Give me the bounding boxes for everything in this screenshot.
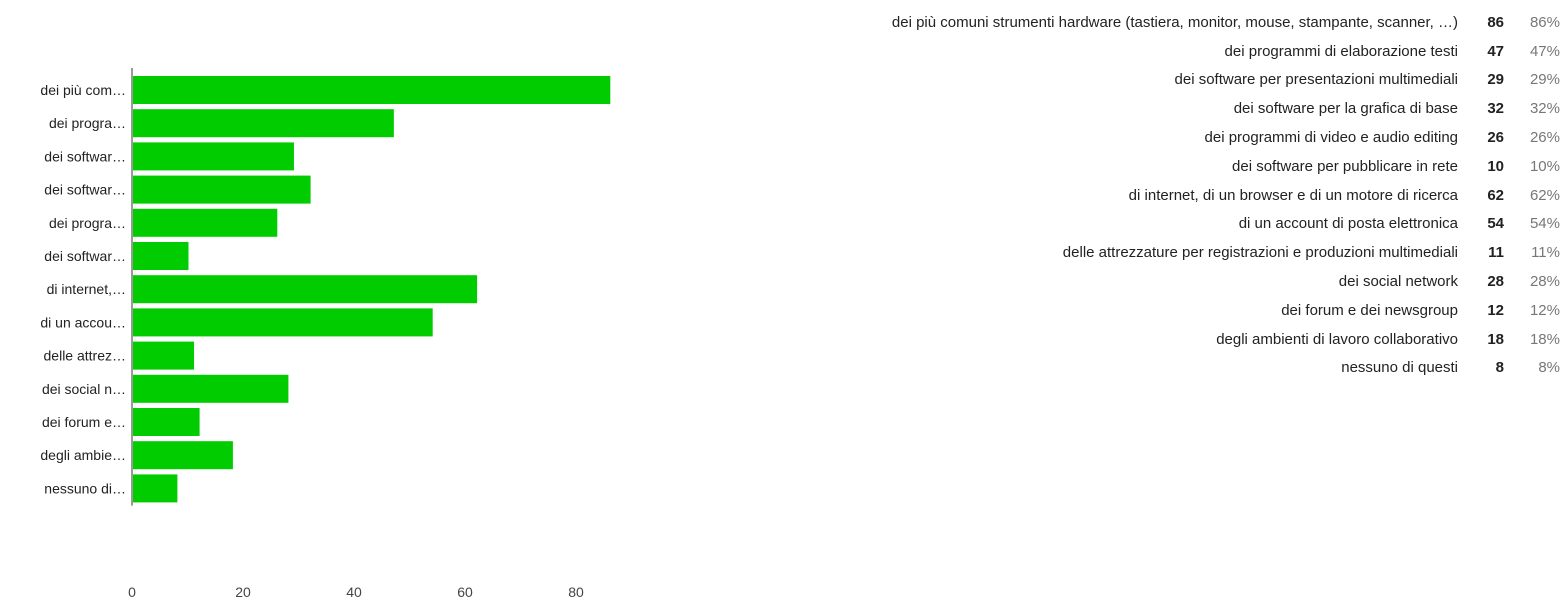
bar [133, 408, 200, 436]
summary-percentage: 18% [1529, 330, 1560, 348]
summary-count: 54 [1487, 215, 1504, 233]
summary-percentage: 28% [1529, 273, 1560, 291]
summary-row: dei più comuni strumenti hardware (tasti… [660, 8, 1560, 37]
summary-percentage: 29% [1529, 71, 1560, 89]
summary-label: dei forum e dei newsgroup [1281, 301, 1458, 319]
summary-label: dei software per pubblicare in rete [1232, 157, 1458, 175]
bar-chart: dei più com… dei progra… dei softwar… dei s… [0, 0, 640, 604]
category-tick-label: nessuno di… [44, 480, 126, 496]
summary-row: dei forum e dei newsgroup 12 12% [660, 296, 1560, 325]
summary-percentage: 54% [1529, 215, 1560, 233]
summary-count: 18 [1487, 330, 1504, 348]
category-tick-label: degli ambie… [40, 447, 126, 463]
summary-count: 12 [1487, 301, 1504, 319]
category-tick-label: dei progra… [49, 215, 126, 231]
summary-row: dei software per la grafica di base 32 32% [660, 94, 1560, 123]
summary-count: 47 [1487, 42, 1504, 60]
bar [133, 441, 233, 470]
summary-count: 86 [1487, 13, 1504, 31]
summary-label: dei software per presentazioni multimedi… [1174, 71, 1458, 89]
summary-table: dei più comuni strumenti hardware (tasti… [660, 8, 1560, 382]
summary-count: 10 [1487, 157, 1504, 175]
summary-row: di un account di posta elettronica 54 54% [660, 210, 1560, 239]
summary-label: delle attrezzature per registrazioni e p… [1062, 244, 1458, 262]
summary-row: nessuno di questi 8 8% [660, 354, 1560, 383]
x-tick-label: 40 [346, 584, 362, 600]
category-tick-label: dei forum e… [42, 414, 126, 430]
bar [133, 341, 195, 370]
summary-row: dei software per pubblicare in rete 10 10% [660, 152, 1560, 181]
bar [133, 474, 178, 503]
bar [133, 175, 311, 204]
category-tick-label: delle attrez… [44, 348, 126, 364]
bar [133, 142, 294, 171]
summary-row: degli ambienti di lavoro collaborativo 18… [660, 325, 1560, 354]
x-tick-label: 20 [235, 584, 251, 600]
category-tick-label: di un accou… [40, 314, 126, 330]
category-tick-label: dei softwar… [44, 182, 126, 198]
bar [133, 308, 433, 337]
summary-row: delle attrezzature per registrazioni e p… [660, 238, 1560, 267]
x-tick-label: 80 [568, 584, 584, 600]
bar [133, 242, 189, 270]
summary-label: dei più comuni strumenti hardware (tasti… [891, 13, 1458, 31]
summary-label: nessuno di questi [1341, 359, 1458, 377]
summary-percentage: 32% [1529, 100, 1560, 118]
summary-percentage: 11% [1531, 244, 1560, 262]
category-tick-label: dei progra… [49, 115, 126, 131]
summary-label: dei software per la grafica di base [1233, 100, 1458, 118]
summary-row: dei software per presentazioni multimedi… [660, 66, 1560, 95]
summary-count: 32 [1487, 100, 1504, 118]
summary-percentage: 86% [1529, 13, 1560, 31]
bar [133, 208, 278, 237]
x-tick-label: 0 [128, 584, 136, 600]
category-tick-label: dei softwar… [44, 248, 126, 264]
bar [133, 275, 478, 304]
summary-count: 28 [1487, 273, 1504, 291]
summary-percentage: 62% [1529, 186, 1560, 204]
summary-count: 29 [1487, 71, 1504, 89]
summary-count: 62 [1487, 186, 1504, 204]
bar-chart-svg: dei più com… dei progra… dei softwar… dei s… [40, 68, 611, 600]
summary-label: dei programmi di video e audio editing [1204, 129, 1458, 147]
summary-label: di internet, di un browser e di un motor… [1128, 186, 1458, 204]
category-tick-label: dei softwar… [44, 148, 126, 164]
summary-label: degli ambienti di lavoro collaborativo [1216, 330, 1458, 348]
category-tick-label: di internet,… [47, 281, 126, 297]
summary-count: 26 [1487, 129, 1504, 147]
x-tick-label: 60 [457, 584, 473, 600]
summary-percentage: 8% [1538, 359, 1560, 377]
summary-row: di internet, di un browser e di un motor… [660, 181, 1560, 210]
summary-label: di un account di posta elettronica [1238, 215, 1458, 233]
category-tick-label: dei più com… [40, 82, 126, 98]
bar [133, 109, 394, 138]
category-tick-label: dei social n… [42, 381, 126, 397]
summary-percentage: 47% [1529, 42, 1560, 60]
bar [133, 76, 611, 104]
summary-percentage: 10% [1529, 157, 1560, 175]
summary-label: dei social network [1338, 273, 1458, 291]
summary-percentage: 12% [1529, 301, 1560, 319]
summary-count: 11 [1488, 244, 1504, 262]
summary-count: 8 [1495, 359, 1504, 377]
summary-percentage: 26% [1529, 129, 1560, 147]
summary-row: dei programmi di video e audio editing 26… [660, 123, 1560, 152]
summary-row: dei programmi di elaborazione testi 47 47% [660, 37, 1560, 66]
summary-label: dei programmi di elaborazione testi [1224, 42, 1458, 60]
bar [133, 374, 289, 403]
summary-row: dei social network 28 28% [660, 267, 1560, 296]
